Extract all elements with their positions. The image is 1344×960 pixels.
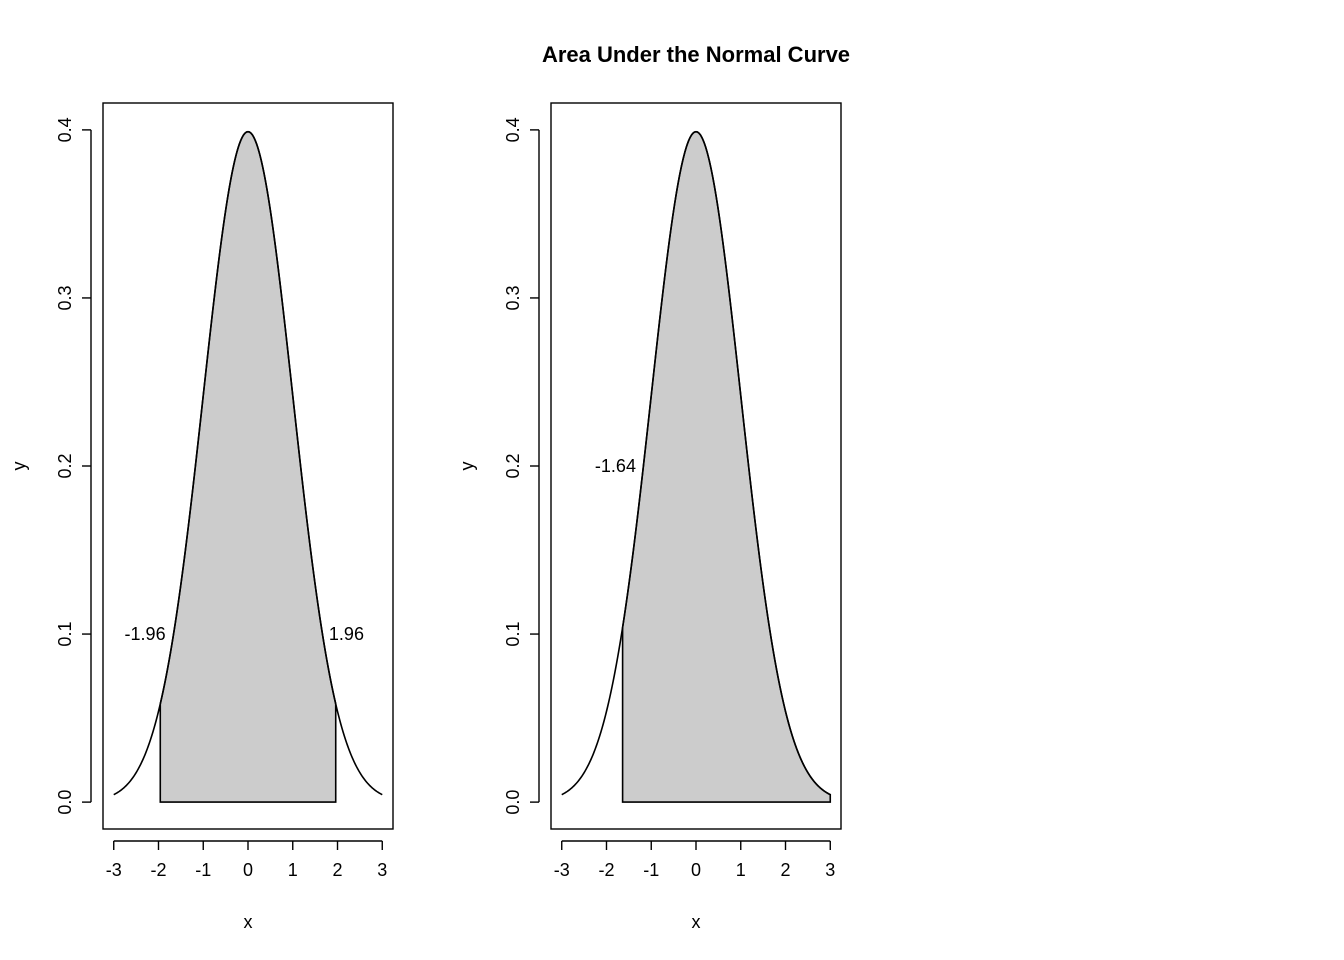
x-tick-label: 3 [825,860,835,880]
y-tick-label: 0.4 [55,117,75,142]
x-tick-label: -3 [106,860,122,880]
panel-1: -3 -2 -1 0 1 2 3 x 0.0 0.1 0.2 0.3 0.4 y -1.96 1.96 [9,102,394,932]
y-tick-label: 0.3 [55,285,75,310]
y-tick-label: 0.0 [503,790,523,815]
y-tick-label: 0.2 [55,453,75,478]
x-tick-label: -1 [643,860,659,880]
y-tick-label: 0.0 [55,790,75,815]
x-tick-label: 1 [288,860,298,880]
x-tick-label: 3 [377,860,387,880]
annotation-label: -1.64 [595,456,636,476]
y-tick-label: 0.2 [503,453,523,478]
x-tick-label: -2 [598,860,614,880]
y-tick-label: 0.1 [503,622,523,647]
x-axis-title: x [244,912,253,932]
annotation-label: 1.96 [329,624,364,644]
y-axis-title: y [457,462,477,471]
density-curve [113,130,383,796]
x-tick-label: 2 [332,860,342,880]
x-tick-label: 0 [691,860,701,880]
y-tick-label: 0.1 [55,622,75,647]
plot-box [550,102,842,830]
panel-2: -3 -2 -1 0 1 2 3 x 0.0 0.1 0.2 0.3 0.4 y -1.64 [457,102,842,932]
shaded-area [159,130,337,803]
shaded-area [621,130,832,803]
y-axis-title: y [9,462,29,471]
main-title: Area Under the Normal Curve [542,42,850,67]
plot-box [102,102,394,830]
x-tick-label: 2 [780,860,790,880]
x-tick-label: -2 [150,860,166,880]
y-tick-label: 0.4 [503,117,523,142]
y-tick-label: 0.3 [503,285,523,310]
x-axis-title: x [692,912,701,932]
annotation-label: -1.96 [125,624,166,644]
x-tick-label: 1 [736,860,746,880]
x-tick-label: 0 [243,860,253,880]
x-tick-label: -3 [554,860,570,880]
density-curve [561,130,831,796]
x-tick-label: -1 [195,860,211,880]
